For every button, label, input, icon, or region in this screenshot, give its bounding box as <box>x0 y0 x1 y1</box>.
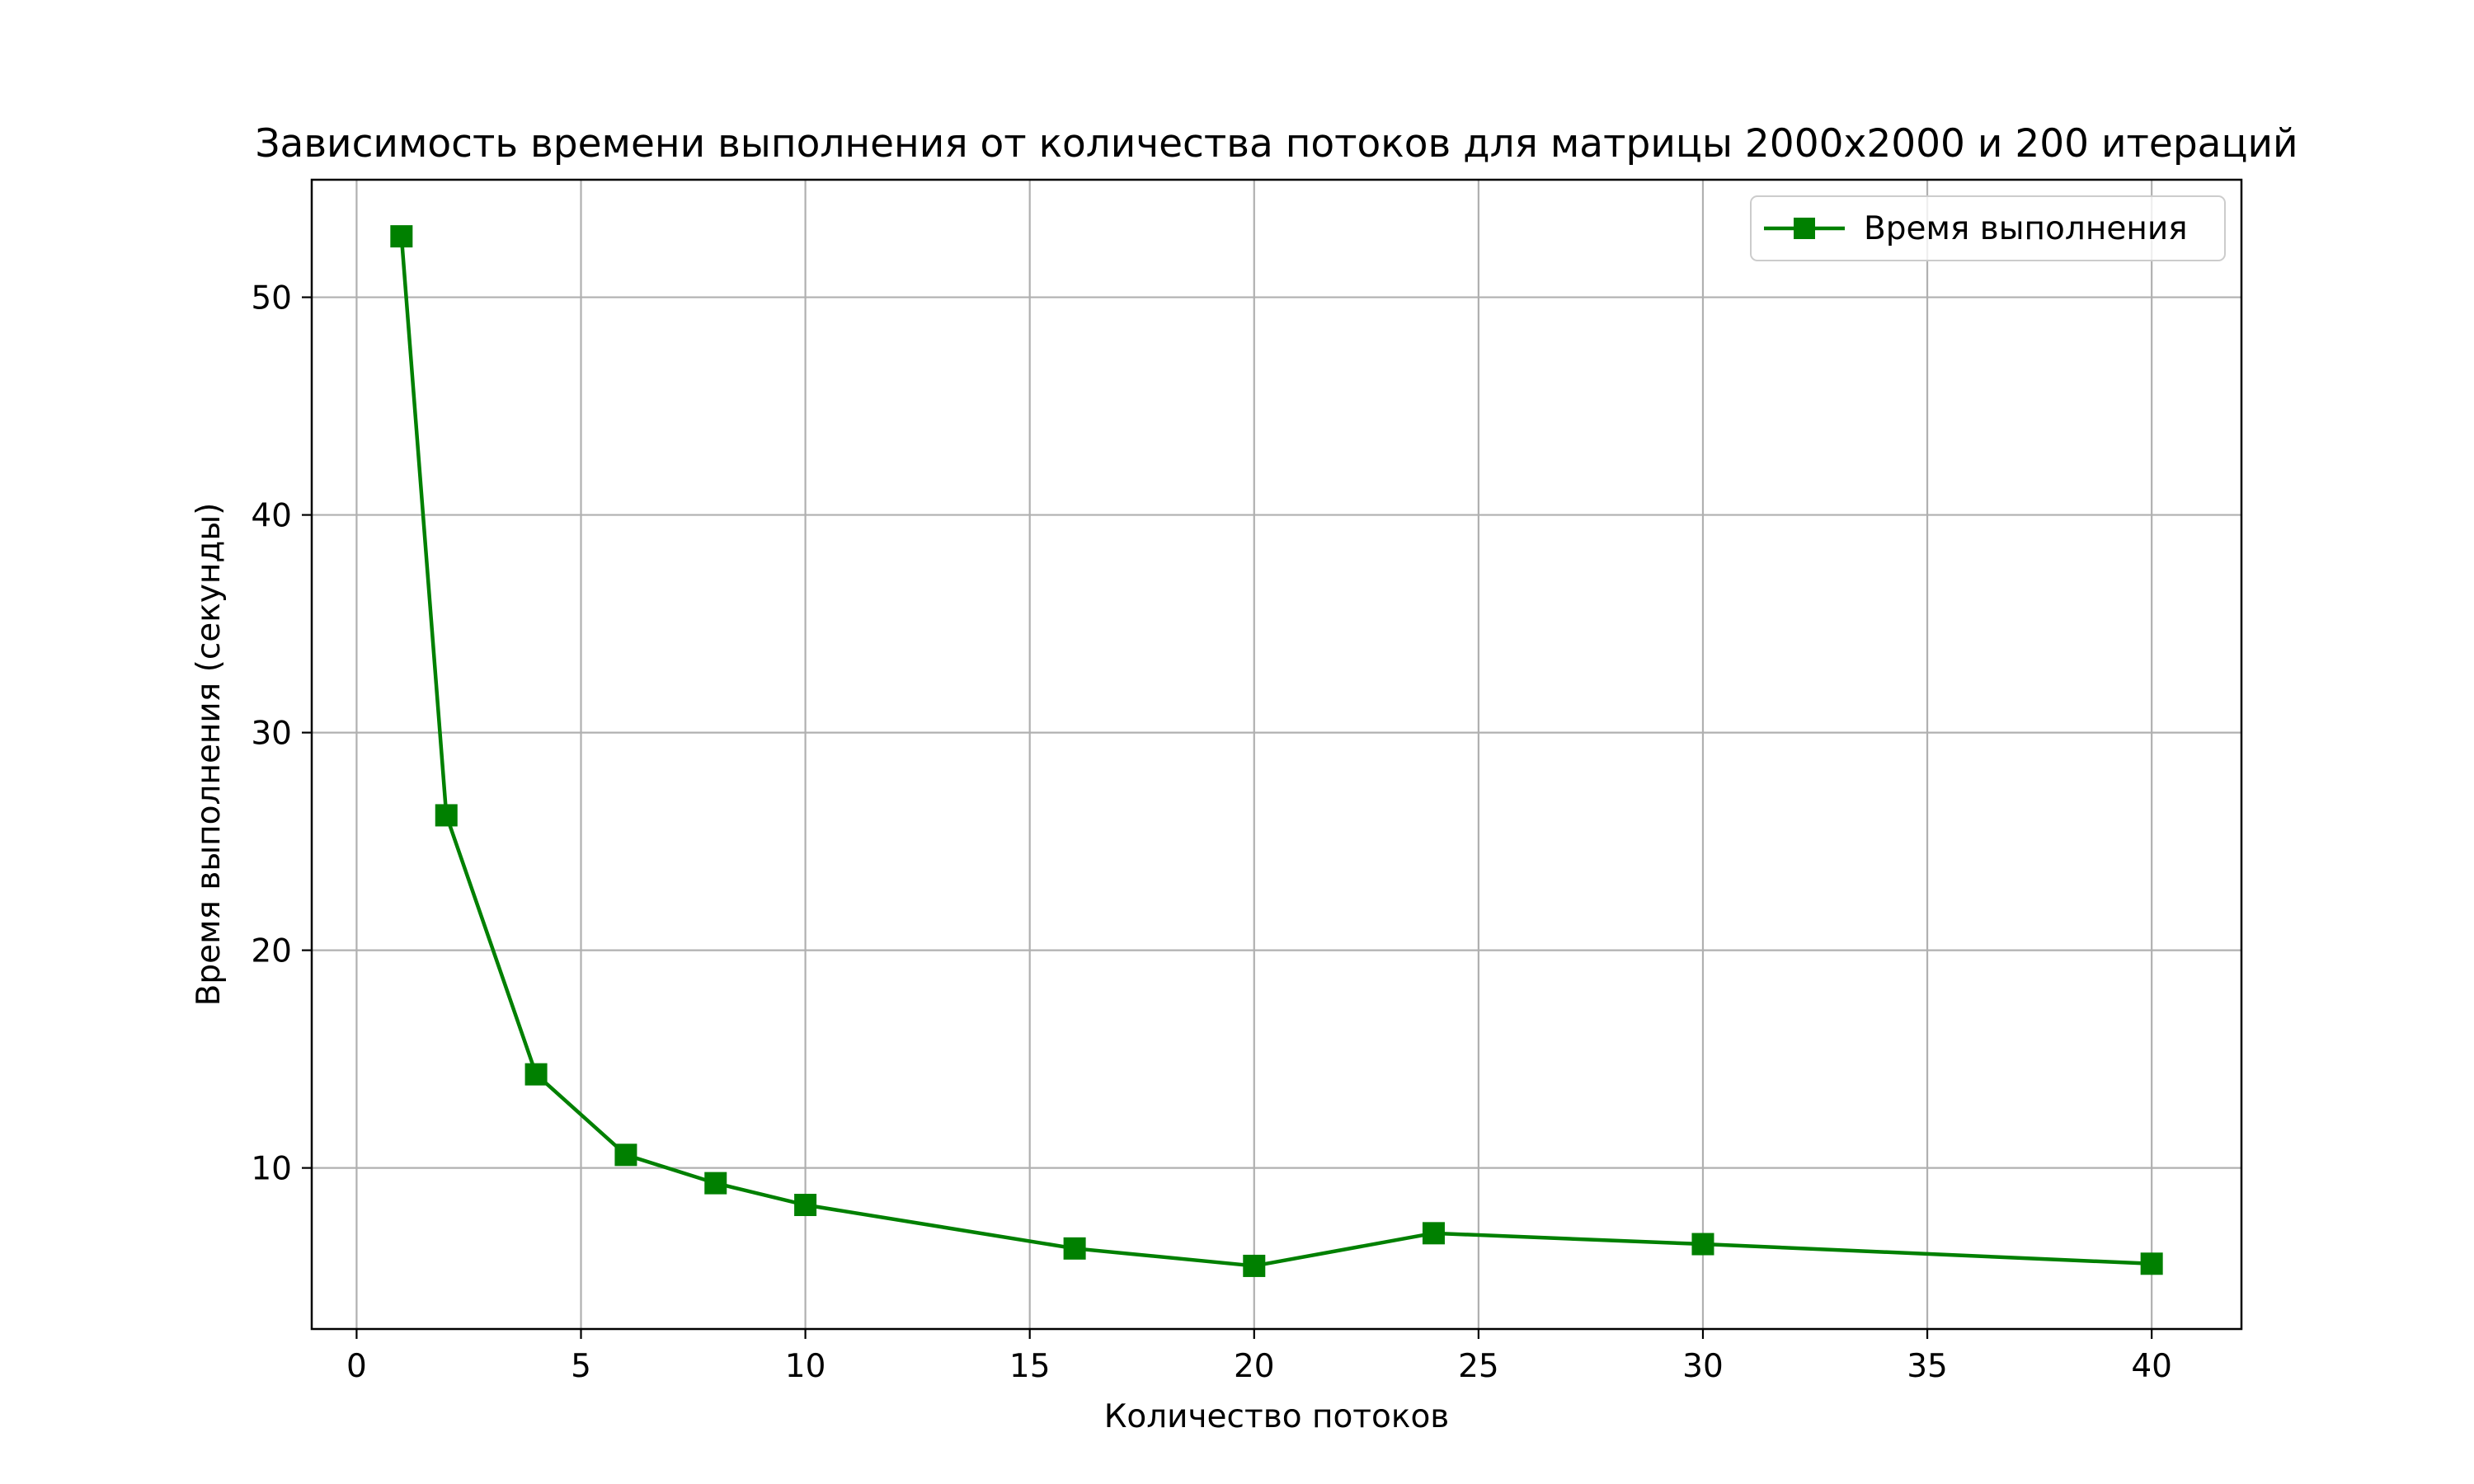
data-point-marker <box>390 225 413 248</box>
legend-box <box>1750 195 2226 261</box>
data-point-marker <box>1243 1254 1266 1277</box>
data-point-marker <box>2140 1252 2163 1275</box>
y-tick-label: 50 <box>251 280 292 317</box>
y-tick-label: 40 <box>251 498 292 535</box>
y-tick-label: 30 <box>251 716 292 753</box>
data-point-marker <box>1422 1222 1445 1245</box>
legend: Время выполнения <box>1750 195 2226 261</box>
plot-frame <box>310 178 2243 1331</box>
x-axis-label: Количество потоков <box>1104 1398 1450 1435</box>
chart-title: Зависимость времени выполнения от количе… <box>255 121 2298 167</box>
x-tick-label: 10 <box>785 1348 826 1385</box>
grid <box>312 180 2241 1329</box>
data-point-marker <box>1063 1237 1086 1260</box>
x-tick-label: 15 <box>1009 1348 1051 1385</box>
data-point-marker <box>704 1172 727 1195</box>
data-point-marker <box>1691 1233 1714 1256</box>
data-point-marker <box>614 1144 637 1167</box>
legend-label: Время выполнения <box>1864 210 2188 247</box>
axis-ticks: 0 5 10 15 20 25 30 35 40 10 20 30 40 50 <box>251 280 2172 1385</box>
data-point-marker <box>794 1194 817 1217</box>
x-tick-label: 0 <box>346 1348 367 1385</box>
y-axis-label: Время выполнения (секунды) <box>190 503 228 1007</box>
data-point-marker <box>435 804 458 827</box>
legend-marker-sample <box>1794 218 1815 239</box>
x-tick-label: 40 <box>2131 1348 2172 1385</box>
y-tick-label: 20 <box>251 933 292 970</box>
x-tick-label: 20 <box>1234 1348 1275 1385</box>
data-point-marker <box>524 1063 548 1086</box>
y-tick-label: 10 <box>251 1151 292 1188</box>
x-tick-label: 25 <box>1458 1348 1499 1385</box>
x-tick-label: 5 <box>571 1348 591 1385</box>
series-layer <box>390 225 2163 1277</box>
x-tick-label: 30 <box>1682 1348 1724 1385</box>
x-tick-label: 35 <box>1907 1348 1948 1385</box>
